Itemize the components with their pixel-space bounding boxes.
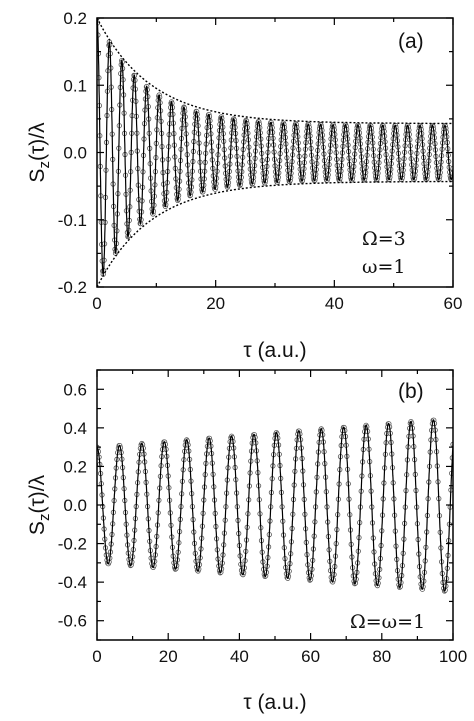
x-tick-label: 0 [92,647,101,666]
y-axis-label: Sz(τ)/λ [26,474,53,535]
annotation: ω=1 [362,256,406,278]
plot-area [97,18,453,287]
y-axis: -0.2 -0.1 0.0 0.1 0.2 [58,9,453,297]
y-tick-label: 0.2 [63,457,87,476]
x-tick-label: 20 [159,647,178,666]
y-tick-label: -0.2 [58,278,87,297]
x-tick-label: 40 [230,647,249,666]
y-tick-label: -0.4 [58,573,87,592]
y-tick-label: 0.2 [63,9,87,28]
y-tick-label: 0.0 [63,144,87,163]
x-tick-label: 40 [325,294,344,313]
y-tick-label: -0.6 [58,612,87,631]
plot-frame [96,369,454,641]
series-0-line [97,419,453,592]
panel-label: (b) [398,380,424,403]
x-tick-label: 100 [439,647,467,666]
y-tick-label: 0.4 [63,419,87,438]
x-tick-label: 60 [301,647,320,666]
x-axis-label: τ (a.u.) [243,339,306,362]
panel-label: (a) [398,30,424,53]
y-axis-label: Sz(τ)/λ [26,122,53,183]
series-0-line [97,18,453,276]
x-tick-label: 0 [92,294,101,313]
series-0-markers [97,417,453,594]
panel-a: 0 20 40 60 -0.2 -0.1 0.0 0.1 0.2 τ (a.u.) Sz(τ)/λ (… [26,9,462,362]
y-tick-label: -0.1 [58,211,87,230]
annotation: Ω=3 [362,228,406,250]
x-axis-label: τ (a.u.) [243,691,306,714]
panel-b: 0 20 40 60 80 100 -0.6 -0.4 -0.2 0.0 0.2 0.4 0.6 τ (a… [26,369,467,714]
x-axis: 0 20 40 60 [92,18,462,313]
y-tick-label: 0.0 [63,496,87,515]
x-tick-label: 80 [372,647,391,666]
x-tick-label: 20 [206,294,225,313]
y-tick-label: -0.2 [58,535,87,554]
upper-envelope [97,18,453,125]
y-axis: -0.6 -0.4 -0.2 0.0 0.2 0.4 0.6 [58,369,453,641]
lower-envelope [97,180,453,287]
x-axis: 0 20 40 60 80 100 [92,370,467,666]
x-tick-label: 60 [444,294,463,313]
plot-area [97,417,453,594]
annotation: Ω=ω=1 [350,611,425,633]
y-tick-label: 0.6 [63,380,87,399]
y-tick-label: 0.1 [63,76,87,95]
